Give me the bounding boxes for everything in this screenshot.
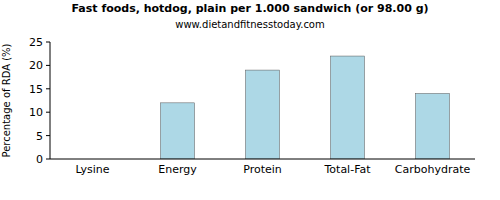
y-tick-label: 0 — [36, 153, 43, 166]
bar — [331, 56, 365, 159]
y-tick-label: 5 — [36, 130, 43, 143]
y-tick-label: 15 — [29, 83, 43, 96]
x-axis — [50, 159, 475, 160]
x-tick-label: Carbohydrate — [395, 163, 471, 176]
y-tick — [46, 88, 50, 89]
y-tick — [46, 42, 50, 43]
y-tick-label: 10 — [29, 106, 43, 119]
x-tick-label: Lysine — [75, 163, 109, 176]
y-tick — [46, 65, 50, 66]
y-tick — [46, 112, 50, 113]
y-tick-label: 20 — [29, 59, 43, 72]
bar — [416, 93, 450, 159]
bar — [246, 70, 280, 159]
y-tick-label: 25 — [29, 36, 43, 49]
y-tick — [46, 135, 50, 136]
x-tick-label: Total-Fat — [323, 163, 371, 176]
y-axis — [50, 42, 51, 159]
chart-container: Fast foods, hotdog, plain per 1.000 sand… — [0, 0, 500, 200]
x-tick-label: Energy — [158, 163, 197, 176]
y-tick — [46, 159, 50, 160]
y-axis-label: Percentage of RDA (%) — [1, 43, 12, 157]
bar — [161, 103, 195, 159]
x-tick-label: Protein — [243, 163, 282, 176]
chart-svg: Fast foods, hotdog, plain per 1.000 sand… — [0, 0, 500, 200]
subtitle: www.dietandfitnesstoday.com — [175, 19, 324, 30]
bars — [161, 56, 450, 159]
title: Fast foods, hotdog, plain per 1.000 sand… — [71, 2, 428, 15]
